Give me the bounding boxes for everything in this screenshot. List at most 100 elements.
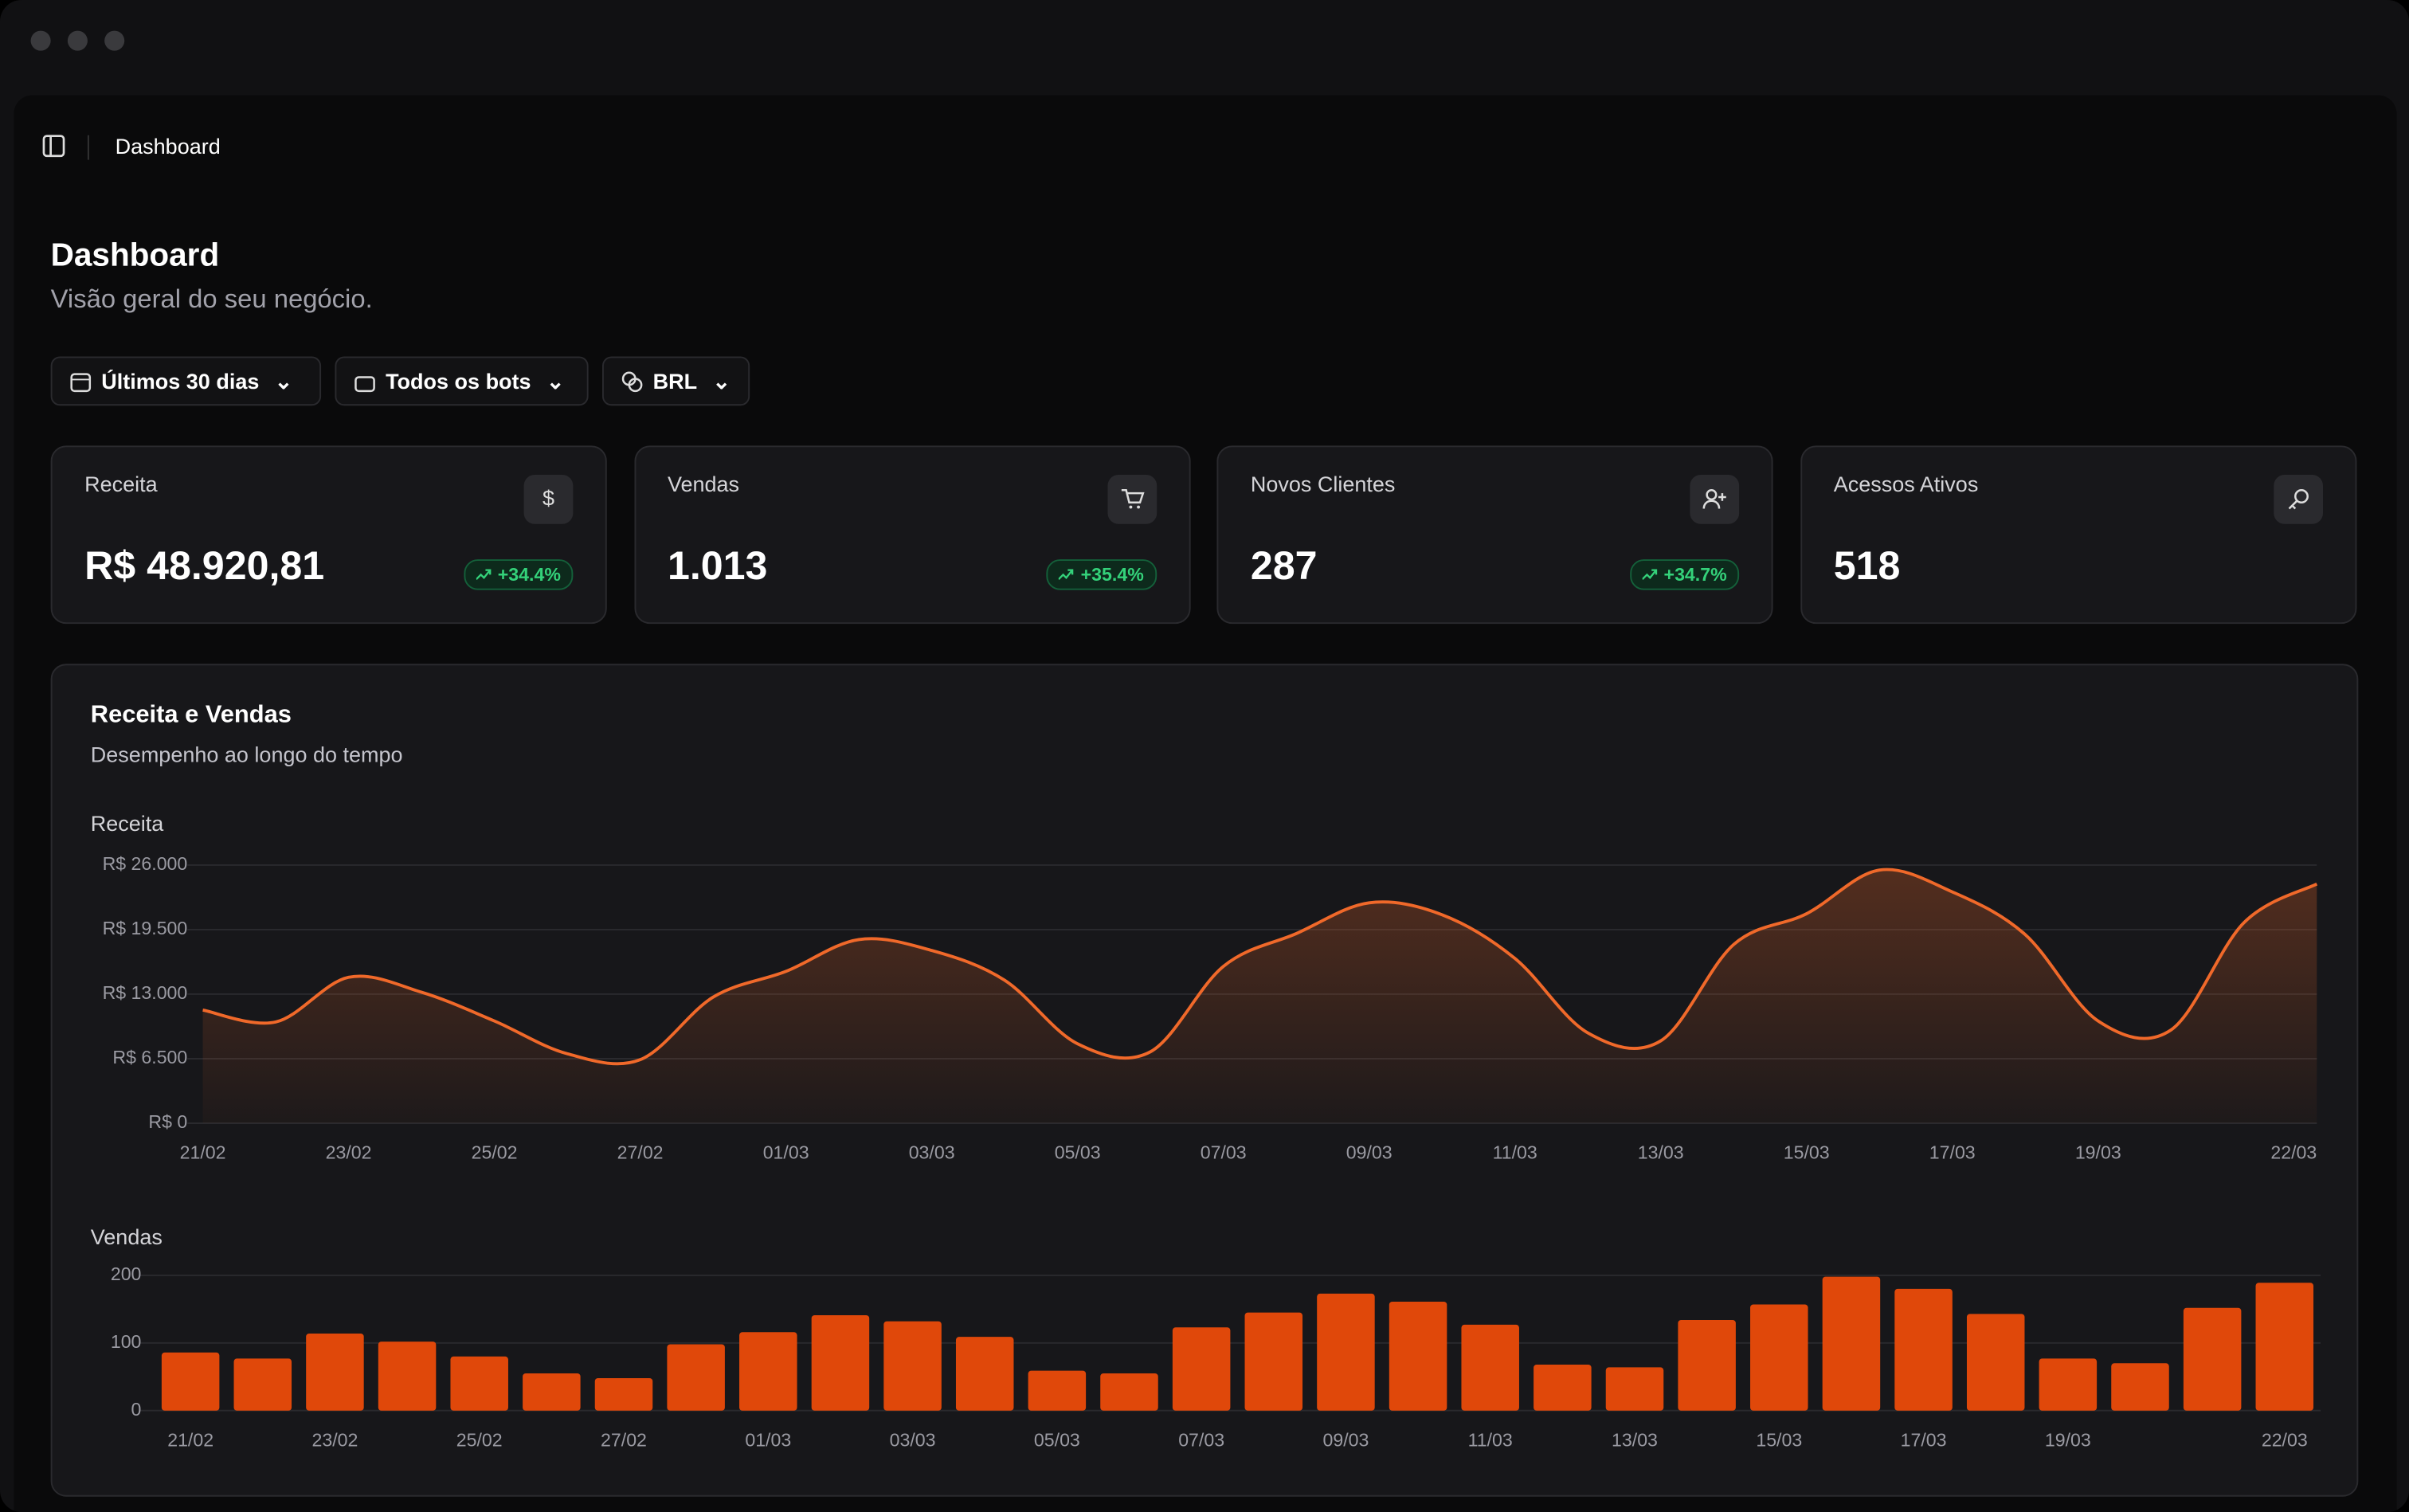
filter-label: BRL	[652, 368, 698, 394]
stat-label: Receita	[84, 472, 158, 497]
x-tick-label: 19/03	[2045, 1429, 2091, 1450]
max-dot[interactable]	[104, 30, 125, 51]
stat-value: 518	[1833, 542, 1901, 589]
y-tick-label: R$ 13.000	[103, 982, 188, 1003]
stat-change: +35.4%	[1047, 559, 1157, 590]
stat-icon	[1107, 475, 1157, 524]
bar	[1244, 1312, 1303, 1411]
y-tick-label: 100	[111, 1331, 142, 1352]
close-dot[interactable]	[30, 30, 51, 51]
x-tick-label: 09/03	[1322, 1429, 1369, 1450]
x-tick-label: 17/03	[1901, 1429, 1947, 1450]
bar	[450, 1356, 508, 1411]
x-tick-label: 21/02	[180, 1142, 226, 1163]
bar	[306, 1333, 364, 1411]
bar	[1894, 1288, 1953, 1411]
bar	[1317, 1293, 1375, 1411]
x-tick-label: 15/03	[1784, 1142, 1830, 1163]
area	[202, 869, 2317, 1123]
x-tick-label: 25/02	[472, 1142, 518, 1163]
change-text: +35.4%	[1080, 563, 1144, 586]
x-tick-label: 27/02	[617, 1142, 664, 1163]
stat-change: +34.4%	[464, 559, 574, 590]
currency-filter[interactable]: BRL ⌄	[601, 356, 750, 406]
x-tick-label: 01/03	[745, 1429, 791, 1450]
bar	[739, 1332, 797, 1411]
change-text: +34.7%	[1663, 563, 1727, 586]
x-tick-label: 13/03	[1612, 1429, 1658, 1450]
y-tick-label: R$ 0	[148, 1111, 187, 1132]
stat-icon	[1690, 475, 1740, 524]
sidebar-toggle[interactable]	[41, 134, 66, 159]
y-tick-label: R$ 6.500	[112, 1047, 187, 1067]
x-tick-label: 07/03	[1201, 1142, 1247, 1163]
bar	[161, 1352, 220, 1411]
chart-card-title: Receita e Vendas	[90, 702, 292, 729]
x-tick-label: 23/02	[326, 1142, 372, 1163]
min-dot[interactable]	[67, 30, 88, 51]
x-tick-label: 22/03	[2270, 1142, 2317, 1163]
stat-card: Receita R$ 48.920,81 $ +34.4%	[50, 445, 607, 625]
bar	[594, 1377, 653, 1411]
x-tick-label: 09/03	[1346, 1142, 1393, 1163]
breadcrumb[interactable]: Dashboard	[115, 133, 221, 159]
x-tick-label: 01/03	[763, 1142, 809, 1163]
bar	[1389, 1302, 1447, 1411]
bar	[1028, 1370, 1087, 1411]
bar	[1750, 1304, 1808, 1411]
bar	[811, 1315, 870, 1411]
filter-label: Últimos 30 dias	[101, 368, 260, 394]
stat-card: Acessos Ativos 518	[1800, 445, 2356, 625]
bar	[1678, 1319, 1736, 1411]
bar	[378, 1342, 437, 1411]
stat-card: Novos Clientes 287 +34.7%	[1216, 445, 1773, 625]
stat-icon: $	[523, 475, 574, 524]
x-tick-label: 25/02	[456, 1429, 503, 1450]
bar	[523, 1373, 581, 1411]
page-title: Dashboard	[50, 237, 220, 274]
stat-label: Acessos Ativos	[1833, 472, 1979, 497]
bot-filter[interactable]: Todos os bots ⌄	[335, 356, 589, 406]
bar	[667, 1344, 725, 1411]
chart-card-subtitle: Desempenho ao longo do tempo	[90, 742, 403, 767]
stat-label: Novos Clientes	[1250, 472, 1396, 497]
x-tick-label: 13/03	[1638, 1142, 1684, 1163]
stat-card: Vendas 1.013 +35.4%	[633, 445, 1190, 625]
y-tick-label: 200	[111, 1263, 142, 1284]
x-tick-label: 19/03	[2075, 1142, 2121, 1163]
x-tick-label: 17/03	[1929, 1142, 1976, 1163]
stat-label: Vendas	[667, 472, 740, 497]
bar	[2255, 1283, 2314, 1411]
change-text: +34.4%	[497, 563, 561, 586]
x-tick-label: 05/03	[1034, 1429, 1080, 1450]
page-subtitle: Visão geral do seu negócio.	[50, 284, 373, 314]
bar	[1966, 1314, 2025, 1411]
date-filter[interactable]: Últimos 30 dias ⌄	[50, 356, 322, 406]
x-tick-label: 23/02	[311, 1429, 358, 1450]
bar	[1100, 1373, 1158, 1411]
bar	[883, 1321, 942, 1411]
filter-label: Todos os bots	[386, 368, 531, 394]
y-tick-label: 0	[131, 1399, 142, 1420]
x-tick-label: 22/03	[2262, 1429, 2308, 1450]
stat-value: R$ 48.920,81	[84, 542, 325, 589]
bar	[2039, 1358, 2098, 1411]
svg-text:$: $	[543, 487, 554, 510]
stat-value: 1.013	[667, 542, 768, 589]
bar	[1172, 1327, 1231, 1411]
line	[202, 868, 2318, 1066]
x-tick-label: 03/03	[890, 1429, 936, 1450]
chart-title: Vendas	[91, 1225, 163, 1249]
x-tick-label: 27/02	[601, 1429, 647, 1450]
divider	[87, 135, 89, 160]
y-tick-label: R$ 19.500	[103, 918, 188, 938]
stat-value: 287	[1250, 542, 1318, 589]
bar	[1461, 1324, 1519, 1411]
bar	[233, 1358, 292, 1411]
bar	[1605, 1367, 1664, 1411]
bar	[2111, 1363, 2169, 1411]
x-tick-label: 11/03	[1493, 1142, 1537, 1163]
